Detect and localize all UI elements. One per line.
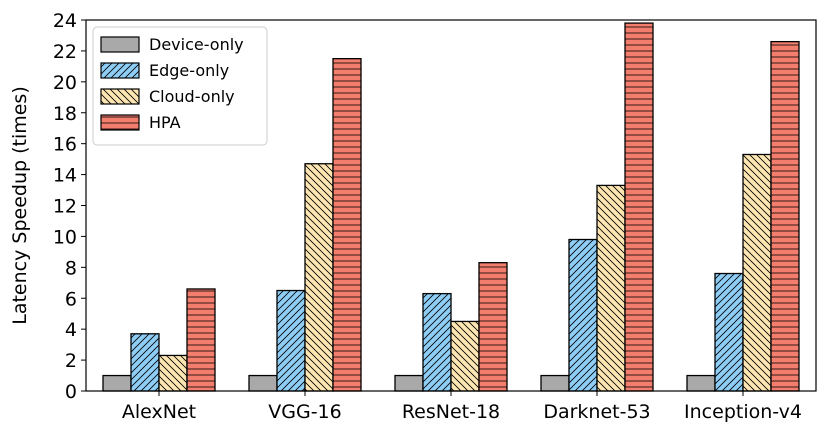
bar-device-only — [249, 375, 277, 391]
legend-label-device-only: Device-only — [149, 35, 244, 54]
legend-swatch-hatch-hpa — [101, 115, 139, 130]
y-tick-label: 22 — [53, 41, 77, 63]
bar-hatch-edge-only — [715, 273, 743, 391]
legend-label-hpa: HPA — [149, 113, 181, 132]
legend-swatch-outline-edge-only — [100, 62, 140, 79]
y-tick-label: 20 — [53, 72, 77, 94]
bar-hatch-cloud-only — [305, 163, 333, 391]
legend-swatch-outline-cloud-only — [100, 88, 140, 105]
x-axis-ticks: AlexNet VGG-16 ResNet-18 Darknet-53 Inceptio… — [122, 391, 802, 423]
legend: Device-only Edge-only Cloud-only HPA — [92, 26, 268, 146]
y-tick-label: 0 — [65, 381, 77, 403]
bar-device-only — [541, 375, 569, 391]
bar-hatch-cloud-only — [451, 321, 479, 391]
bar-hatch-cloud-only — [597, 185, 625, 391]
x-tick-label: Darknet-53 — [543, 401, 650, 423]
bar-hatch-edge-only — [131, 333, 159, 391]
legend-swatch-outline-device-only — [100, 36, 140, 53]
bar-hatch-hpa — [333, 58, 361, 391]
y-tick-label: 24 — [53, 10, 77, 32]
bar-hatch-cloud-only — [159, 355, 187, 391]
bar-hatch-cloud-only — [743, 154, 771, 391]
bar-hatch-edge-only — [423, 293, 451, 391]
y-tick-label: 6 — [65, 288, 77, 310]
y-tick-label: 2 — [65, 350, 77, 372]
y-axis-label: Latency Speedup (times) — [9, 86, 31, 325]
legend-swatch-hatch-cloud-only — [101, 89, 139, 104]
bar-hatch-edge-only — [277, 290, 305, 391]
y-tick-label: 4 — [65, 319, 77, 341]
y-tick-label: 8 — [65, 257, 77, 279]
bar-hatch-hpa — [479, 262, 507, 391]
bar-hatch-hpa — [625, 23, 653, 391]
x-tick-label: VGG-16 — [268, 401, 341, 423]
y-tick-label: 14 — [53, 165, 77, 187]
bar-device-only — [687, 375, 715, 391]
legend-swatch-device-only — [101, 37, 139, 52]
y-tick-label: 18 — [53, 103, 77, 125]
x-tick-label: Inception-v4 — [684, 401, 802, 423]
legend-label-edge-only: Edge-only — [149, 61, 229, 80]
plot-frame — [85, 19, 817, 392]
y-tick-label: 12 — [53, 196, 77, 218]
x-tick-label: ResNet-18 — [402, 401, 500, 423]
bar-device-only — [103, 375, 131, 391]
y-tick-label: 10 — [53, 226, 77, 248]
legend-swatch-hatch-edge-only — [101, 63, 139, 78]
bar-device-only — [395, 375, 423, 391]
bar-hatch-edge-only — [569, 239, 597, 391]
legend-swatch-outline-hpa — [100, 114, 140, 131]
bar-hatch-hpa — [187, 288, 215, 391]
y-tick-label: 16 — [53, 134, 77, 156]
bar-hatch-hpa — [771, 41, 799, 392]
legend-label-cloud-only: Cloud-only — [149, 87, 235, 106]
x-tick-label: AlexNet — [122, 401, 196, 423]
